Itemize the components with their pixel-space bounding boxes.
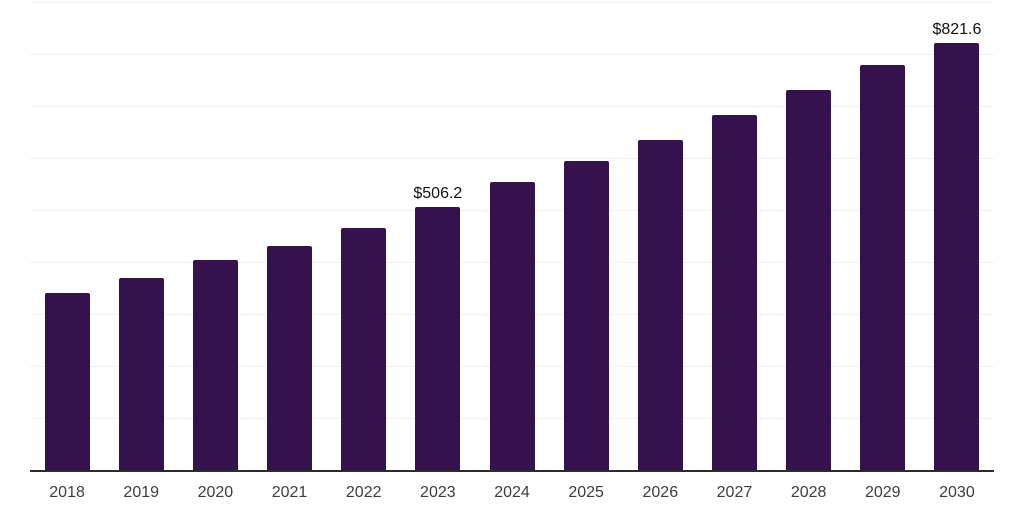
bar-2026 bbox=[637, 140, 683, 470]
x-tick-label-2025: 2025 bbox=[568, 484, 604, 501]
data-label-2030: $821.6 bbox=[932, 20, 982, 38]
bar-2027 bbox=[711, 115, 757, 470]
x-tick-label-2020: 2020 bbox=[197, 484, 234, 501]
x-tick-label-2030: 2030 bbox=[939, 484, 975, 501]
x-tick-label-2022: 2022 bbox=[345, 484, 382, 501]
bar-2019 bbox=[118, 277, 164, 470]
gridline-600 bbox=[30, 158, 994, 159]
bar-2022 bbox=[341, 227, 387, 470]
gridline-700 bbox=[30, 106, 994, 107]
x-tick-label-2029: 2029 bbox=[864, 484, 901, 501]
bar-2025 bbox=[563, 160, 609, 470]
x-tick-label-2021: 2021 bbox=[271, 484, 308, 501]
bar-2030 bbox=[934, 42, 980, 470]
x-tick-label-2024: 2024 bbox=[494, 484, 530, 501]
x-tick-label-2028: 2028 bbox=[790, 484, 827, 501]
x-tick-label-2023: 2023 bbox=[420, 484, 456, 501]
bar-2018 bbox=[44, 292, 90, 470]
x-axis-line bbox=[30, 470, 994, 472]
bar-2020 bbox=[192, 260, 238, 470]
bar-2021 bbox=[267, 245, 313, 470]
bar-2023 bbox=[415, 206, 461, 470]
x-tick-label-2018: 2018 bbox=[49, 484, 85, 501]
bar-2029 bbox=[860, 65, 906, 470]
gridline-800 bbox=[30, 54, 994, 55]
x-tick-label-2027: 2027 bbox=[716, 484, 753, 501]
x-tick-label-2019: 2019 bbox=[123, 484, 160, 501]
bar-2028 bbox=[786, 90, 832, 470]
data-label-2023: $506.2 bbox=[413, 184, 463, 202]
bar-2024 bbox=[489, 182, 535, 470]
x-tick-label-2026: 2026 bbox=[642, 484, 679, 501]
gridline-900 bbox=[30, 2, 994, 3]
